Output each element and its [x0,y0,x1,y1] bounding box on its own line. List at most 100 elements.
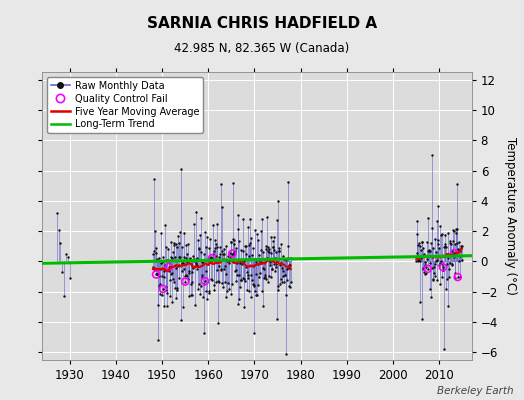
Point [281,256,290,263]
Point [248,252,256,258]
Point [222,243,231,250]
Point [413,231,421,238]
Point [239,248,247,254]
Point [419,244,428,251]
Point [433,277,442,284]
Text: SARNIA CHRIS HADFIELD A: SARNIA CHRIS HADFIELD A [147,16,377,31]
Point [452,225,461,232]
Point [219,251,227,258]
Point [441,241,449,248]
Point [423,253,431,260]
Point [443,276,451,282]
Point [214,320,223,326]
Point [422,256,431,262]
Point [434,203,442,209]
Point [432,257,440,264]
Point [457,245,465,252]
Point [420,271,429,277]
Point [166,293,174,299]
Point [430,270,438,276]
Point [446,240,455,247]
Point [282,292,290,298]
Point [149,248,158,254]
Point [190,258,198,264]
Point [257,228,266,234]
Point [221,294,230,300]
Point [178,260,186,266]
Point [153,256,161,262]
Point [182,242,190,248]
Point [161,284,170,290]
Point [230,249,238,256]
Point [250,283,258,290]
Point [158,273,166,279]
Point [211,245,219,251]
Point [249,262,257,269]
Point [243,287,251,293]
Point [156,280,164,287]
Point [188,268,196,275]
Point [265,248,274,255]
Point [187,261,195,268]
Point [204,245,213,251]
Point [450,228,458,235]
Point [195,244,203,251]
Point [281,271,289,278]
Point [168,299,176,305]
Point [277,260,285,266]
Point [224,258,233,264]
Point [436,280,444,287]
Point [270,247,279,253]
Point [246,294,255,300]
Point [452,230,461,236]
Point [225,260,233,266]
Point [430,264,439,271]
Point [54,226,63,233]
Point [453,240,462,246]
Point [200,330,208,336]
Point [228,236,237,242]
Point [446,240,455,246]
Point [241,243,249,250]
Point [227,239,235,245]
Point [455,257,463,264]
Point [260,266,269,272]
Point [242,243,250,249]
Point [431,260,440,267]
Point [281,272,289,278]
Point [451,270,460,276]
Point [178,268,187,274]
Point [216,244,224,250]
Point [243,271,252,278]
Point [60,293,68,300]
Point [275,244,283,251]
Point [156,291,165,298]
Point [239,216,247,222]
Point [198,259,206,266]
Point [256,270,265,276]
Point [171,241,180,247]
Point [222,271,230,277]
Point [202,244,210,250]
Point [268,266,276,272]
Point [274,198,282,204]
Point [228,250,237,257]
Point [414,242,423,248]
Point [263,255,271,261]
Point [254,261,262,268]
Point [196,291,204,298]
Point [177,317,185,323]
Point [248,245,257,251]
Point [173,244,182,250]
Point [253,237,261,243]
Point [418,316,426,322]
Point [423,238,432,245]
Point [432,217,441,224]
Point [428,152,436,158]
Point [219,280,227,286]
Point [186,256,194,262]
Point [417,238,425,245]
Point [215,254,224,260]
Point [167,254,176,260]
Point [174,263,182,269]
